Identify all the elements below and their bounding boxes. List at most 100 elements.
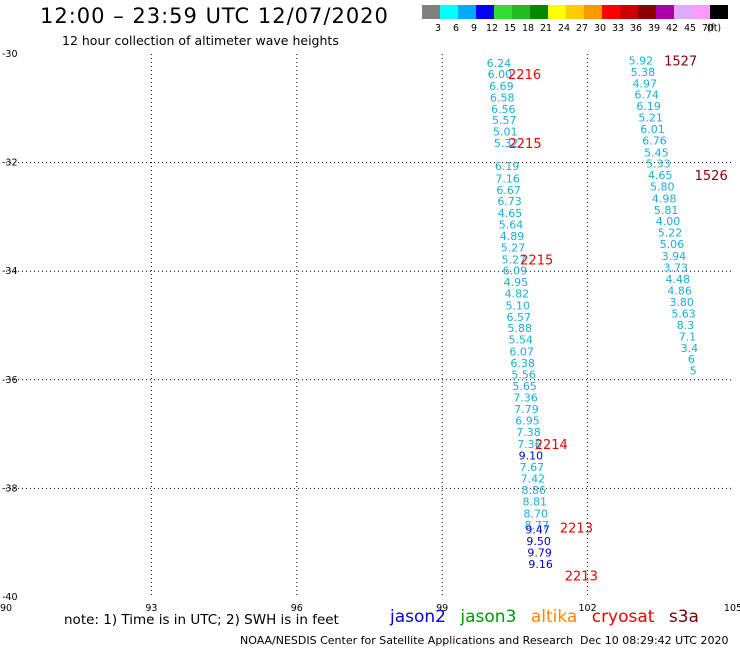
longitude-label: 102: [579, 603, 597, 614]
colorbar-label: 21: [540, 23, 552, 33]
wave-height-value: 5.33: [646, 158, 671, 171]
wave-height-value: 6.56: [491, 103, 516, 116]
wave-height-value: 5.21: [638, 112, 663, 125]
latitude-label: -38: [2, 483, 18, 494]
wave-height-value: 4.95: [504, 276, 529, 289]
wave-height-value: 6.38: [510, 357, 535, 370]
map-subtitle: 12 hour collection of altimeter wave hei…: [62, 33, 339, 48]
colorbar-label: 36: [630, 23, 642, 33]
wave-height-value: 7.36: [517, 438, 542, 451]
wave-height-value: 5.92: [629, 55, 654, 68]
wave-height-value: 6.19: [495, 160, 520, 173]
wave-height-value: 3.4: [681, 342, 699, 355]
wave-height-value: 5.27: [502, 253, 527, 266]
wave-height-value: 6: [688, 353, 695, 366]
pass-time-label: 1526: [695, 169, 728, 184]
wave-height-value: 5.88: [507, 322, 532, 335]
wave-height-value: 4.98: [652, 192, 677, 205]
wave-height-value: 6.24: [487, 57, 512, 70]
graticule: [6, 54, 733, 597]
map-title: 12:00 – 23:59 UTC 12/07/2020: [40, 4, 389, 28]
legend-cryosat: cryosat: [591, 607, 655, 627]
wave-height-value: 5.45: [644, 146, 669, 159]
wave-height-value: 8.81: [523, 495, 548, 508]
wave-height-value: 5.65: [512, 380, 537, 393]
colorbar-swatch: [584, 5, 602, 19]
legend-altika: altika: [530, 607, 578, 627]
colorbar-label: 33: [612, 23, 624, 33]
credit-line: NOAA/NESDIS Center for Satellite Applica…: [240, 634, 574, 647]
pass-time-label: 2213: [560, 521, 593, 536]
wave-height-value: 9.47: [525, 524, 550, 537]
colorbar-label: 12: [486, 23, 498, 33]
colorbar-label: 3: [435, 23, 441, 33]
colorbar-swatch: [620, 5, 638, 19]
wave-height-value: 5.27: [501, 241, 526, 254]
wave-height-value: 5.81: [654, 204, 679, 217]
wave-height-value: 6.00: [488, 68, 513, 81]
wave-height-value: 9.50: [526, 535, 551, 548]
wave-height-value: 5.06: [660, 238, 685, 251]
wave-height-value: 3.94: [662, 250, 687, 263]
wave-height-value: 4.65: [648, 169, 673, 182]
colorbar-swatch: [638, 5, 656, 19]
colorbar-unit: (ft): [707, 23, 721, 33]
colorbar-swatch: [710, 5, 728, 19]
wave-height-value: 5.32: [494, 137, 519, 150]
legend-jason3: jason3: [460, 607, 517, 627]
longitude-label: 99: [436, 603, 448, 614]
axis-labels: 90 93 96 99 102 105 -30 -32 -34 -36 -38 -40: [0, 49, 740, 614]
footnote: note: 1) Time is in UTC; 2) SWH is in fe…: [64, 612, 339, 628]
colorbar-swatch: [458, 5, 476, 19]
colorbar-swatch: [656, 5, 674, 19]
latitude-label: -32: [2, 158, 18, 169]
wave-height-value: 6.57: [507, 311, 532, 324]
wave-height-value: 6.58: [490, 91, 515, 104]
colorbar-swatch: [494, 5, 512, 19]
wave-height-value: 5.80: [650, 180, 675, 193]
wave-height-value: 4.48: [665, 273, 690, 286]
pass-time-label: 2214: [535, 438, 568, 453]
wave-height-value: 7.1: [679, 330, 697, 343]
colorbar-label: 9: [471, 23, 477, 33]
longitude-label: 96: [291, 603, 303, 614]
colorbar-label: 42: [666, 23, 678, 33]
wave-height-value: 6.76: [642, 134, 667, 147]
wave-height-value: 6.73: [497, 195, 522, 208]
legend-jason2: jason2: [390, 607, 446, 627]
colorbar-swatch: [422, 5, 440, 19]
wave-height-value: 7.38: [516, 426, 541, 439]
wave-height-value: 7.42: [521, 473, 546, 486]
latitude-label: -40: [2, 592, 18, 603]
latitude-label: -34: [2, 266, 18, 277]
wave-height-value: 8.3: [677, 319, 695, 332]
colorbar-swatch: [512, 5, 530, 19]
altimeter-track-west: 6.246.006.696.586.565.575.015.32 6.197.16…: [487, 57, 598, 584]
colorbar-label: 27: [576, 23, 588, 33]
wave-height-value: 6.74: [634, 89, 659, 102]
wave-height-value: 6.07: [509, 346, 534, 359]
generated-timestamp: Dec 10 08:29:42 UTC 2020: [580, 634, 729, 647]
longitude-label: 93: [145, 603, 157, 614]
colorbar-label: 45: [684, 23, 696, 33]
colorbar-swatch: [602, 5, 620, 19]
pass-time-label: 1527: [664, 55, 697, 70]
wave-height-value: 5.10: [506, 299, 531, 312]
colorbar-swatch: [548, 5, 566, 19]
longitude-label: 90: [0, 603, 12, 614]
colorbar-label: 6: [453, 23, 459, 33]
wave-height-colorbar: 3 6 9 12 15 18 21 24 27 30 33 36 39 42 45 70(ft): [422, 5, 728, 33]
wave-height-value: 6.09: [503, 265, 528, 278]
wave-height-value: 3.80: [669, 296, 694, 309]
longitude-label: 105: [724, 603, 740, 614]
wave-height-value: 5.54: [508, 334, 533, 347]
latitude-label: -36: [2, 375, 18, 386]
wave-height-value: 3.73: [664, 261, 689, 274]
wave-height-value: 7.67: [520, 461, 545, 474]
wave-height-value: 4.97: [633, 77, 658, 90]
colorbar-swatch: [440, 5, 458, 19]
wave-height-value: 4.00: [656, 215, 681, 228]
wave-height-value: 7.16: [495, 172, 520, 185]
wave-height-value: 6.69: [489, 80, 514, 93]
